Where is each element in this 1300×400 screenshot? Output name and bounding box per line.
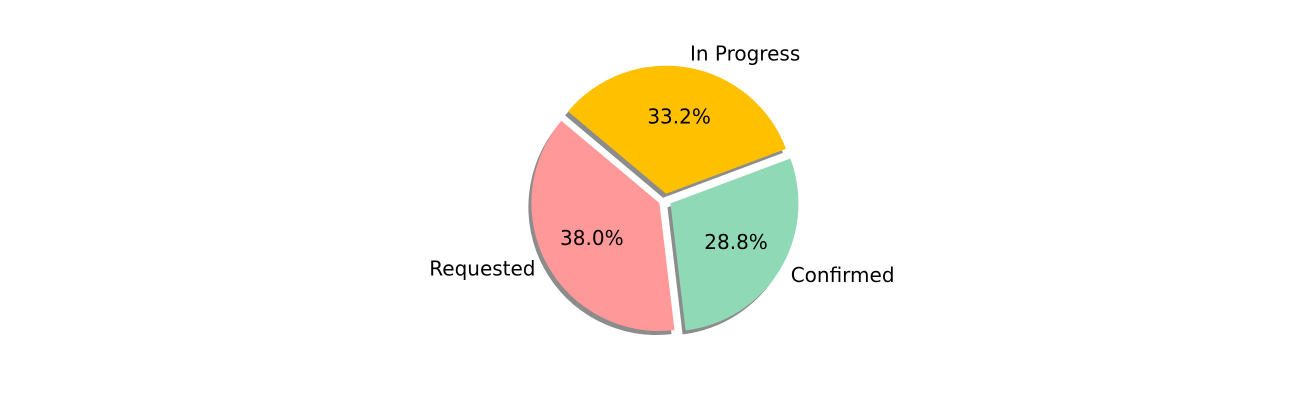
wedge-in-progress bbox=[568, 65, 786, 194]
wedge-requested bbox=[531, 120, 675, 332]
pie-labels: Requested 38.0% Confirmed 28.8% In Progress 3… bbox=[429, 41, 894, 287]
percent-requested: 38.0% bbox=[560, 226, 624, 250]
label-in-progress: In Progress bbox=[690, 41, 800, 65]
label-confirmed: Confirmed bbox=[791, 263, 895, 287]
percent-confirmed: 28.8% bbox=[704, 230, 768, 254]
percent-in-progress: 33.2% bbox=[647, 105, 711, 129]
pie-wedges bbox=[531, 65, 799, 332]
label-requested: Requested bbox=[429, 257, 535, 281]
wedge-confirmed bbox=[670, 158, 799, 331]
